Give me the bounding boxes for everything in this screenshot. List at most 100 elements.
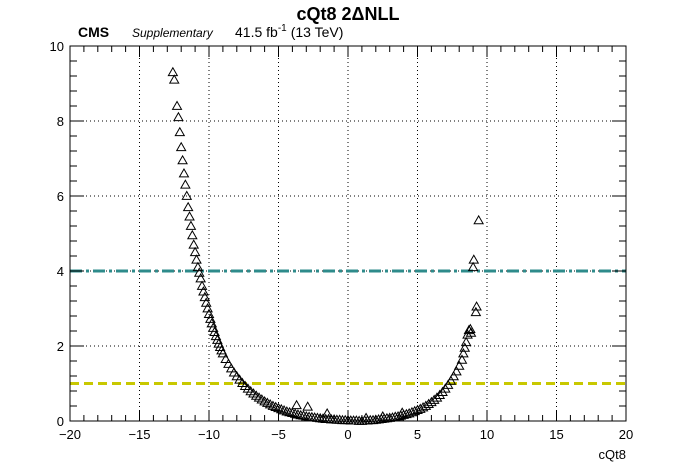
data-point	[464, 323, 476, 333]
data-point	[459, 342, 471, 352]
data-point	[275, 403, 287, 414]
data-point	[186, 229, 198, 240]
x-tick-label: −15	[128, 427, 150, 442]
data-point	[431, 392, 443, 402]
data-point	[453, 360, 465, 370]
data-points	[167, 66, 485, 425]
luminosity-label: 41.5 fb-1 (13 TeV)	[235, 23, 343, 40]
data-point	[284, 406, 295, 417]
data-point	[262, 397, 273, 407]
data-point	[471, 301, 482, 311]
data-point	[173, 111, 184, 122]
data-point	[191, 254, 202, 264]
data-point	[414, 403, 426, 413]
data-point	[281, 406, 293, 416]
data-point	[250, 390, 262, 400]
data-point	[426, 396, 437, 407]
x-axis-label: cQt8	[599, 447, 626, 462]
data-point	[445, 375, 457, 385]
data-point	[192, 261, 204, 272]
data-point	[468, 254, 480, 264]
data-point	[185, 220, 197, 230]
data-point	[189, 246, 201, 257]
data-point	[434, 389, 446, 399]
data-point	[462, 329, 473, 339]
data-point	[264, 398, 276, 409]
x-tick-label: −5	[271, 427, 286, 442]
y-tick-label: 2	[57, 339, 64, 354]
data-point	[437, 386, 448, 396]
data-point	[198, 286, 209, 296]
data-point	[174, 126, 186, 137]
x-tick-label: 20	[619, 427, 633, 442]
data-point	[451, 365, 462, 376]
x-tick-label: 10	[480, 427, 494, 442]
data-point	[210, 330, 222, 341]
data-point	[396, 407, 408, 417]
x-tick-label: −20	[59, 427, 81, 442]
data-point	[207, 322, 219, 332]
luminosity-exponent: -1	[278, 23, 287, 34]
y-tick-label: 10	[50, 39, 64, 54]
data-point	[302, 401, 314, 411]
y-tick-label: 8	[57, 114, 64, 129]
data-point	[220, 353, 232, 363]
data-point	[377, 410, 389, 421]
y-tick-label: 0	[57, 414, 64, 429]
data-point	[292, 409, 304, 419]
data-point	[458, 347, 469, 358]
cms-label: CMS	[78, 24, 109, 40]
data-point	[256, 394, 268, 404]
data-point	[253, 392, 265, 402]
data-point	[182, 201, 194, 212]
chart-title: cQt8 2ΔNLL	[297, 4, 400, 24]
x-tick-label: 0	[344, 427, 351, 442]
data-point	[195, 272, 207, 283]
data-point	[270, 401, 282, 411]
energy-label: (13 TeV)	[291, 24, 344, 40]
data-point	[178, 167, 190, 178]
data-point	[175, 141, 187, 152]
luminosity-value: 41.5 fb	[235, 24, 278, 40]
data-point	[180, 179, 191, 189]
data-point	[470, 306, 482, 317]
data-point	[199, 291, 211, 302]
data-point	[225, 362, 237, 373]
y-tick-labels: 0 2 4 6 8 10	[50, 39, 64, 429]
x-tick-label: −10	[198, 427, 220, 442]
data-point	[289, 408, 301, 418]
data-point	[460, 336, 472, 347]
grid-lines	[70, 46, 626, 421]
reference-lines	[70, 269, 626, 385]
x-tick-labels: −20 −15 −10 −5 0 5 10 15 20	[59, 427, 633, 442]
data-point	[465, 327, 477, 337]
data-point	[209, 326, 220, 336]
data-point	[217, 347, 229, 358]
data-point	[211, 334, 223, 344]
data-point	[448, 370, 460, 381]
axis-ticks	[69, 45, 627, 422]
data-point	[291, 399, 302, 410]
data-point	[171, 100, 183, 110]
data-point	[167, 66, 179, 77]
data-point	[428, 394, 440, 404]
y-tick-label: 4	[57, 264, 64, 279]
data-point	[184, 211, 195, 221]
data-point	[168, 74, 180, 84]
data-point	[267, 400, 279, 410]
supplementary-label: Supplementary	[132, 26, 214, 40]
y-tick-label: 6	[57, 189, 64, 204]
data-point	[321, 407, 333, 418]
data-point	[223, 358, 234, 368]
data-point	[196, 280, 208, 290]
data-point	[298, 410, 309, 420]
data-point	[188, 239, 200, 249]
data-point	[259, 395, 270, 406]
data-point	[202, 302, 213, 313]
x-tick-label: 5	[414, 427, 421, 442]
data-point	[456, 354, 468, 364]
x-tick-label: 15	[549, 427, 563, 442]
data-point	[177, 154, 188, 165]
data-point	[463, 324, 475, 335]
